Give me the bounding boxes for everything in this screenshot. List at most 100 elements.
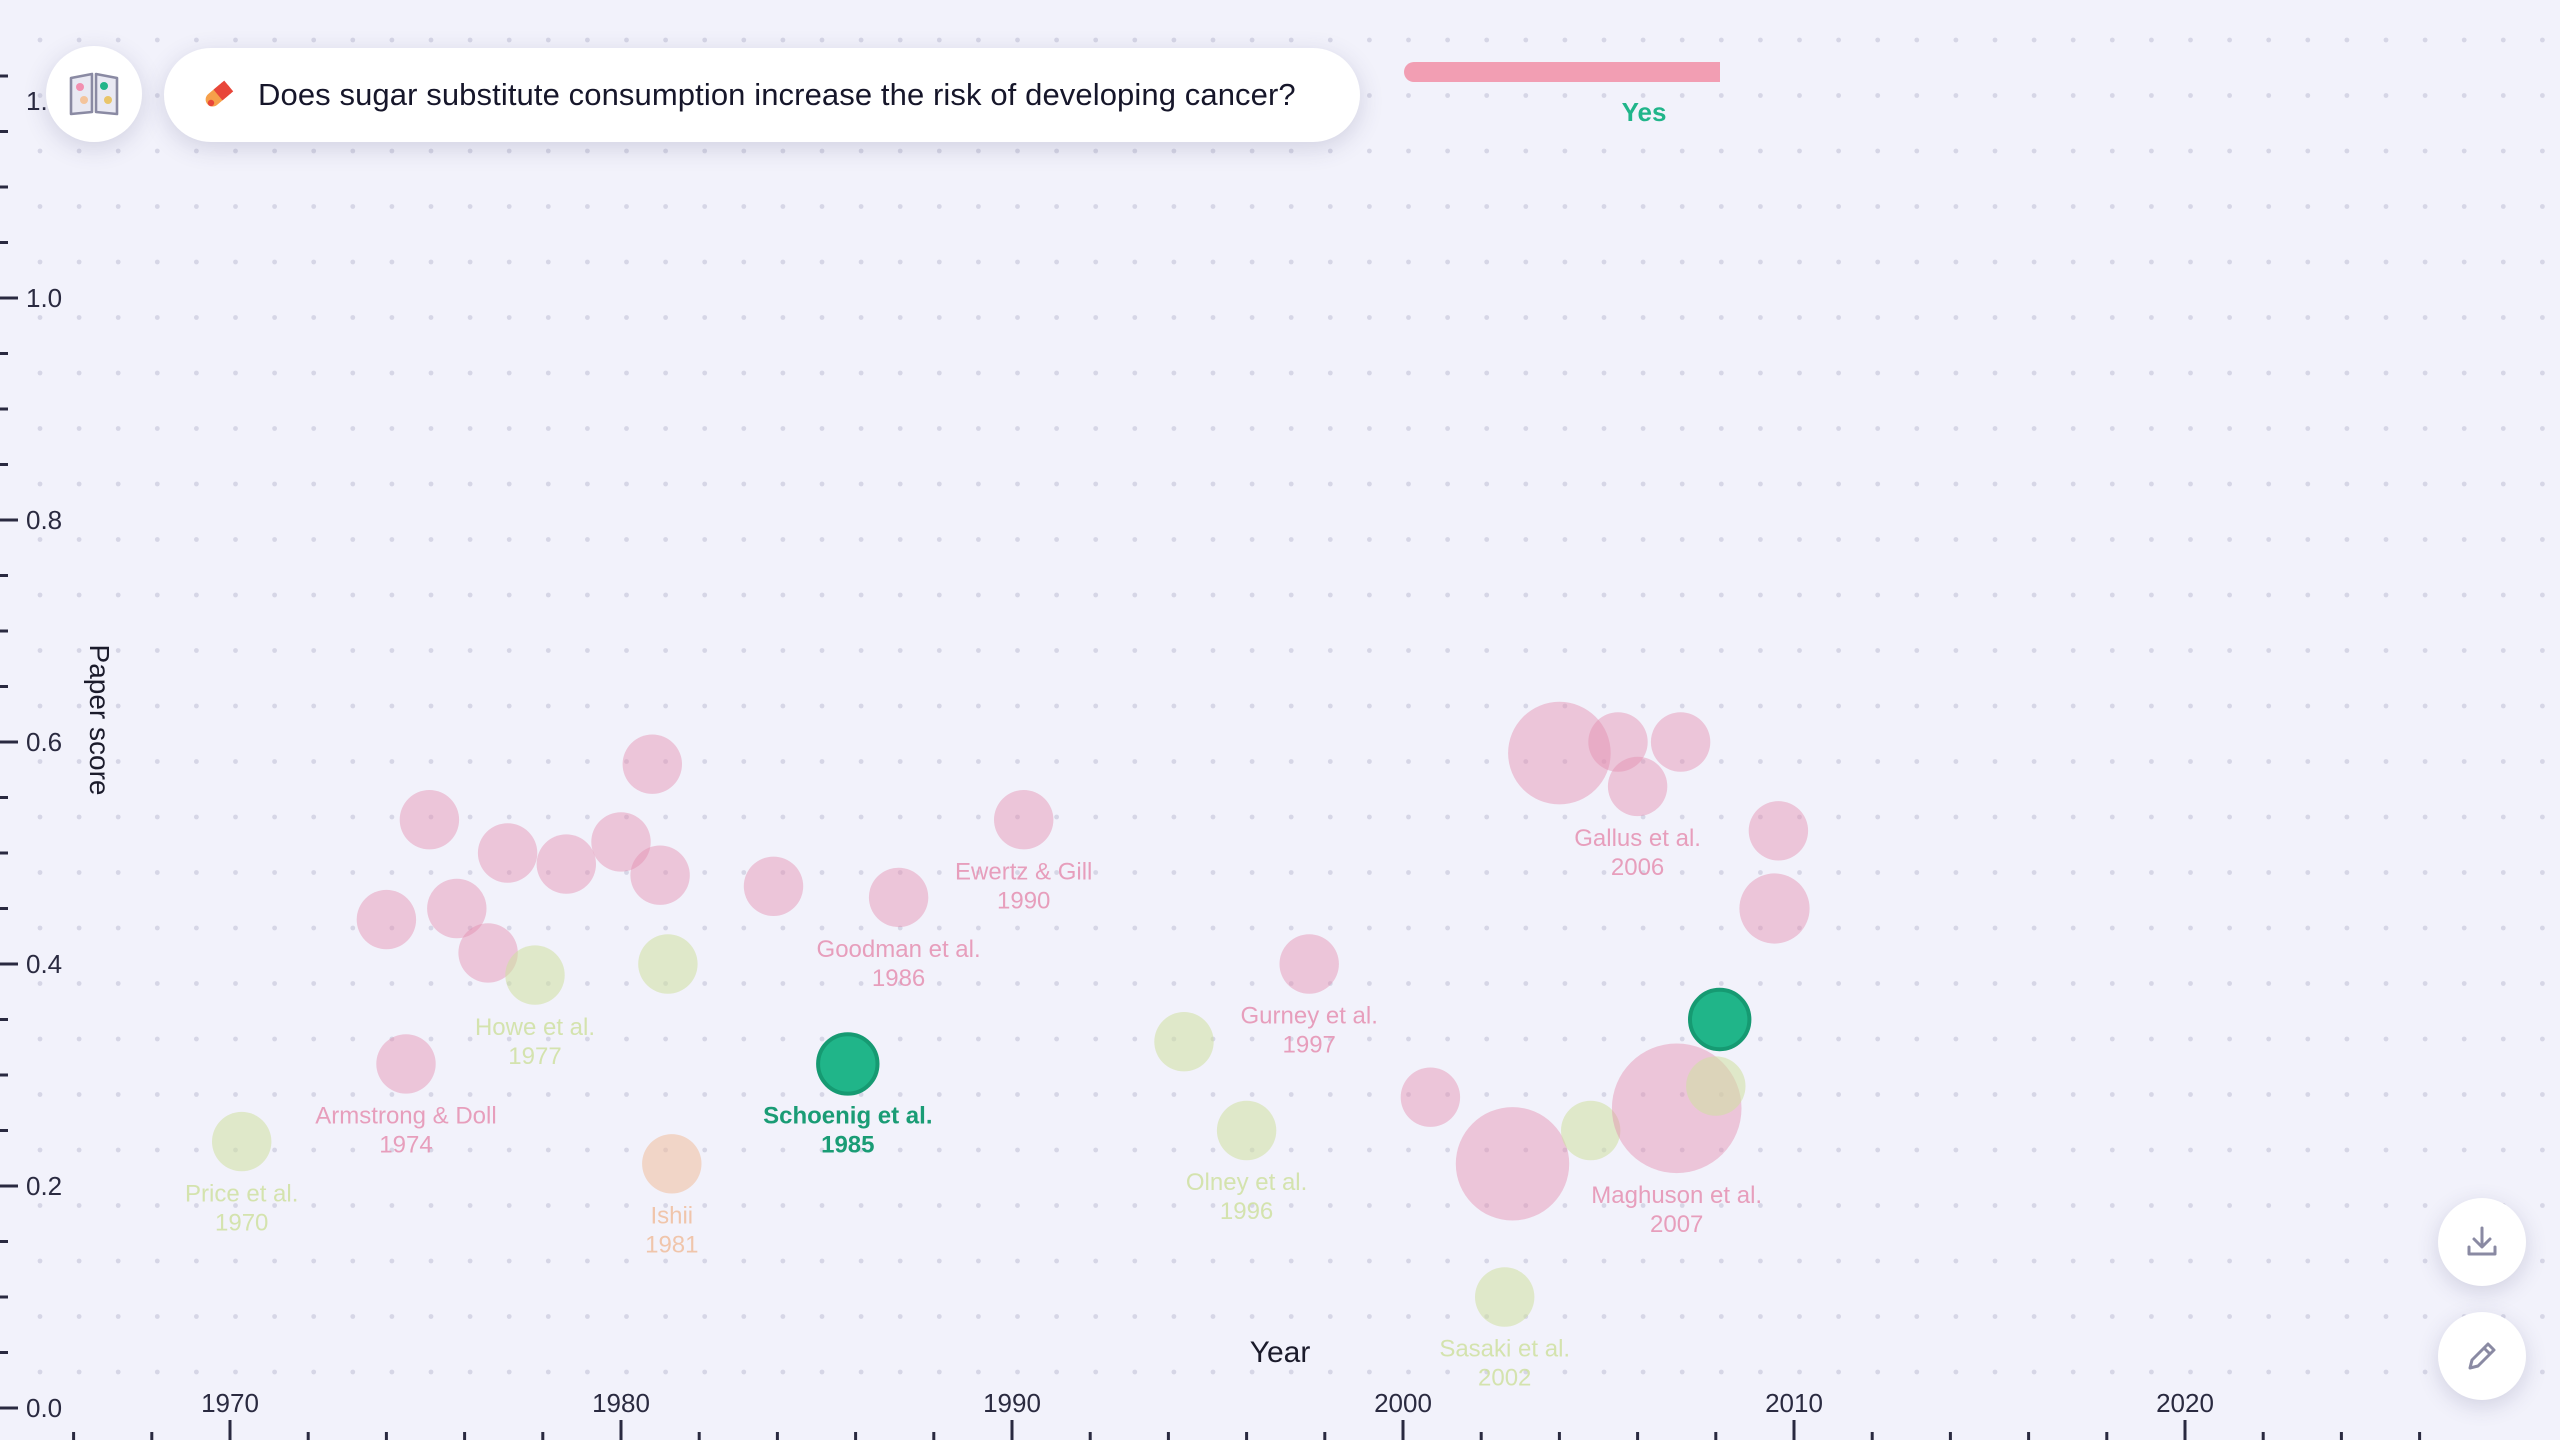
grid-dot	[1484, 1203, 1490, 1208]
grid-dot	[702, 1258, 708, 1264]
grid-dot	[1406, 481, 1411, 487]
grid-dot	[1132, 1369, 1138, 1375]
grid-dot	[819, 1314, 825, 1319]
grid-dot	[2344, 148, 2350, 154]
grid-dot	[1288, 148, 1294, 154]
grid-dot	[1679, 759, 1685, 764]
grid-dot	[1797, 1092, 1802, 1097]
edit-button[interactable]	[2438, 1312, 2526, 1400]
grid-dot	[2461, 703, 2467, 709]
grid-dot	[506, 148, 512, 154]
grid-dot	[1210, 537, 1216, 542]
grid-dot	[2305, 925, 2311, 931]
grid-dot	[2031, 981, 2037, 986]
grid-dot	[545, 1092, 551, 1097]
grid-dot	[1367, 370, 1372, 376]
map-book-button[interactable]	[46, 46, 142, 142]
grid-dot	[2500, 370, 2506, 376]
grid-dot	[1484, 148, 1490, 154]
grid-dot	[2500, 703, 2506, 709]
grid-dot	[780, 1203, 786, 1208]
grid-dot	[2227, 870, 2233, 875]
grid-dot	[2540, 759, 2545, 764]
grid-dot	[233, 1369, 238, 1375]
grid-dot	[1601, 925, 1607, 931]
data-points	[212, 701, 1810, 1327]
grid-dot	[154, 148, 160, 154]
grid-dot	[389, 1203, 395, 1208]
grid-dot	[1484, 259, 1490, 265]
grid-dot	[1992, 1258, 1998, 1264]
grid-dot	[1953, 37, 1959, 43]
grid-dot	[1445, 204, 1450, 209]
grid-dot	[1210, 1092, 1216, 1097]
grid-dot	[1054, 481, 1059, 487]
grid-dot	[2227, 370, 2233, 376]
data-point	[1508, 701, 1611, 805]
grid-dot	[37, 1258, 43, 1264]
grid-dot	[1367, 315, 1372, 320]
grid-dot	[1484, 1036, 1490, 1042]
grid-dot	[2149, 93, 2154, 98]
grid-dot	[1718, 148, 1724, 154]
grid-dot	[1523, 814, 1529, 820]
grid-dot	[1210, 426, 1216, 431]
grid-dot	[780, 148, 786, 154]
grid-dot	[272, 259, 277, 265]
grid-dot	[2344, 1369, 2350, 1375]
grid-dot	[233, 925, 238, 931]
grid-dot	[1367, 870, 1372, 875]
grid-dot	[2422, 259, 2428, 265]
grid-dot	[311, 1369, 317, 1375]
grid-dot	[936, 1147, 942, 1153]
grid-dot	[1601, 1036, 1607, 1042]
grid-dot	[585, 259, 590, 265]
question-bar[interactable]: Does sugar substitute consumption increa…	[164, 48, 1360, 142]
grid-dot	[1249, 37, 1255, 43]
grid-dot	[76, 259, 82, 265]
grid-dot	[1249, 981, 1255, 986]
grid-dot	[37, 592, 43, 598]
grid-dot	[1758, 259, 1763, 265]
grid-dot	[1210, 703, 1216, 709]
grid-dot	[506, 315, 512, 320]
grid-dot	[1288, 1258, 1294, 1264]
grid-dot	[1171, 204, 1177, 209]
consensus-meter[interactable]: Yes	[1400, 50, 1720, 160]
grid-dot	[1953, 1258, 1959, 1264]
grid-dot	[1562, 148, 1568, 154]
grid-dot	[741, 1147, 747, 1153]
grid-dot	[702, 37, 708, 43]
grid-dot	[1914, 204, 1920, 209]
grid-dot	[2188, 481, 2193, 487]
grid-dot	[1249, 759, 1255, 764]
grid-dot	[2422, 759, 2428, 764]
grid-dot	[1327, 481, 1333, 487]
grid-dot	[311, 814, 317, 820]
grid-dot	[1836, 1092, 1841, 1097]
grid-dot	[2305, 315, 2311, 320]
grid-dot	[1288, 537, 1294, 542]
grid-dot	[194, 759, 199, 764]
data-point	[1475, 1267, 1535, 1327]
grid-dot	[2383, 1203, 2389, 1208]
grid-dot	[663, 204, 668, 209]
download-button[interactable]	[2438, 1198, 2526, 1286]
grid-dot	[467, 814, 473, 820]
grid-dot	[428, 481, 434, 487]
grid-dot	[1953, 259, 1959, 265]
grid-dot	[2422, 315, 2428, 320]
grid-dot	[545, 814, 551, 820]
grid-dot	[350, 148, 356, 154]
grid-dot	[233, 759, 238, 764]
grid-dot	[545, 870, 551, 875]
grid-dot	[2070, 315, 2076, 320]
grid-dot	[1210, 259, 1216, 265]
grid-dot	[1836, 204, 1841, 209]
grid-dot	[2149, 37, 2154, 43]
grid-dot	[1327, 592, 1333, 598]
grid-dot	[1992, 93, 1998, 98]
grid-dot	[1601, 37, 1607, 43]
grid-dot	[1679, 870, 1685, 875]
grid-dot	[1992, 592, 1998, 598]
